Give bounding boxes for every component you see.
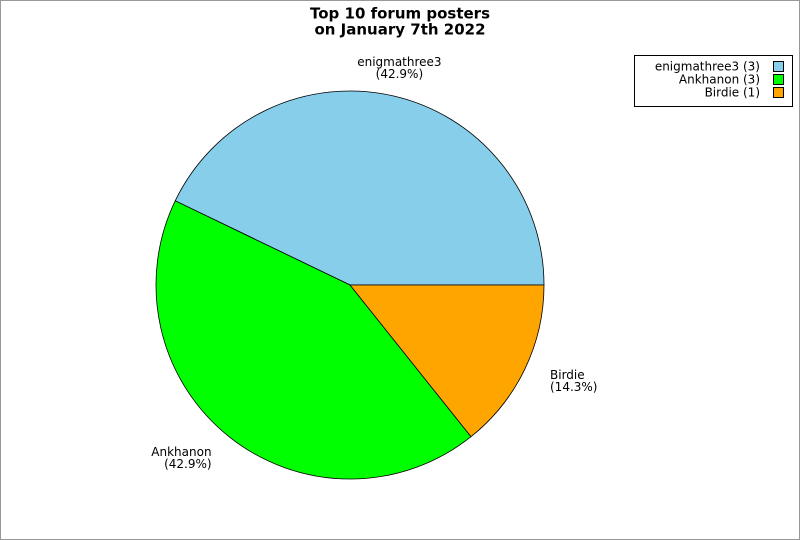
legend-swatch — [773, 74, 784, 85]
chart-title: on January 7th 2022 — [314, 21, 485, 39]
slice-label: Birdie — [550, 368, 585, 382]
legend-swatch — [773, 61, 784, 72]
slice-label: Ankhanon — [151, 445, 211, 459]
slice-value-label: (14.3%) — [550, 380, 597, 394]
pie-slice — [155, 200, 472, 480]
slice-value-label: (42.9%) — [164, 457, 211, 471]
legend-label: enigmathree3 (3) — [655, 60, 760, 74]
legend-label: Birdie (1) — [705, 86, 760, 100]
pie-slice — [174, 90, 545, 286]
pie-slice — [349, 284, 545, 438]
legend-swatch — [773, 87, 784, 98]
legend-box — [634, 55, 793, 107]
slice-value-label: (42.9%) — [376, 67, 423, 81]
legend-label: Ankhanon (3) — [679, 73, 760, 87]
chart-title: Top 10 forum posters — [310, 5, 490, 23]
slice-label: enigmathree3 — [357, 55, 441, 69]
